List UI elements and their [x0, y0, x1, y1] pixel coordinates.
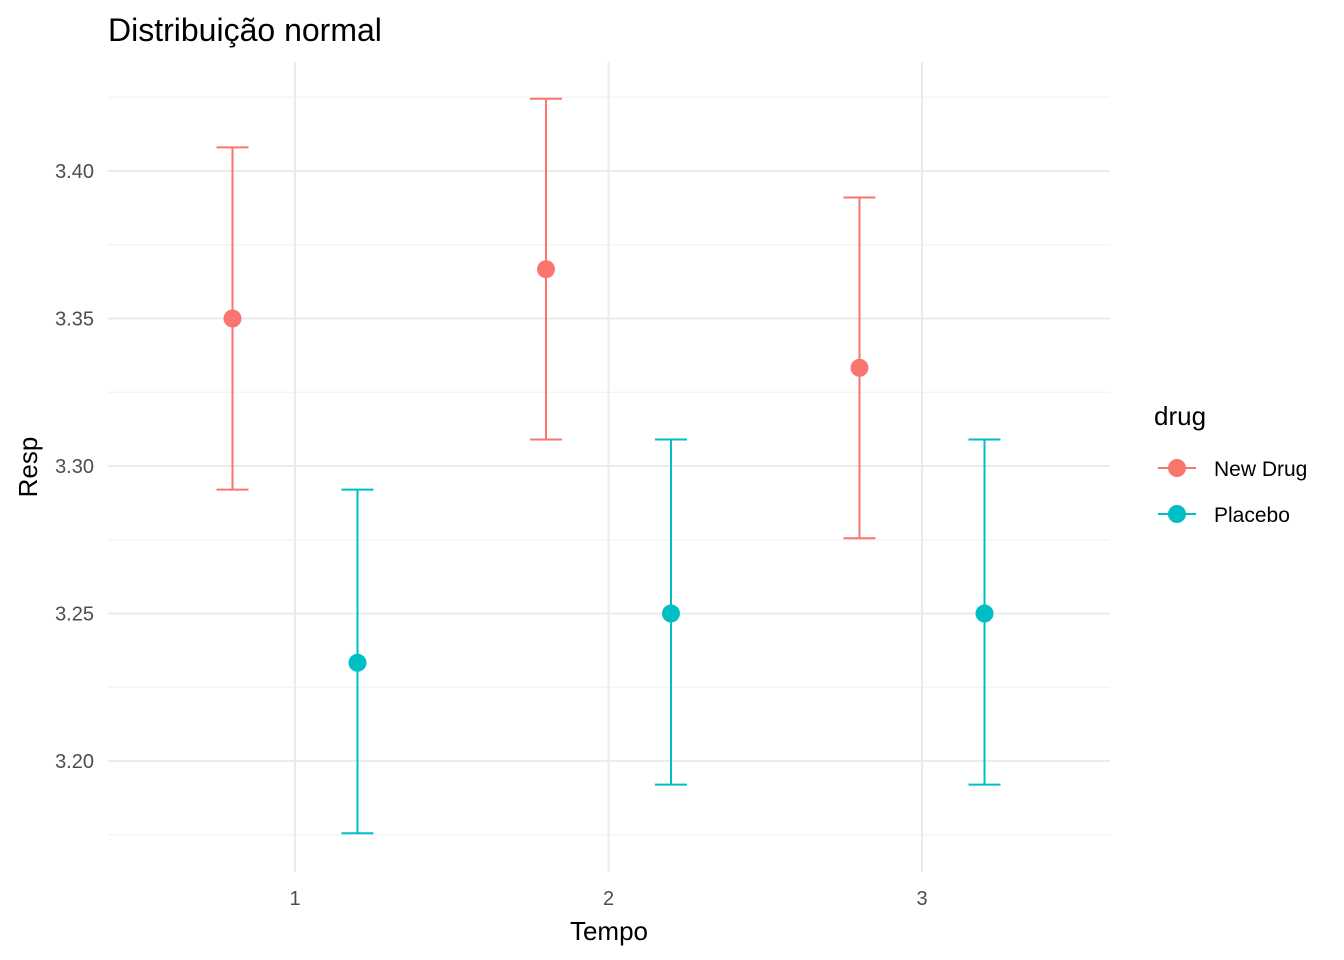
- data-points: [223, 260, 994, 672]
- data-point: [348, 653, 367, 672]
- x-tick-label: 2: [603, 888, 614, 910]
- chart-title: Distribuição normal: [108, 12, 382, 48]
- x-axis-title: Tempo: [570, 916, 648, 946]
- x-tick-label: 1: [289, 888, 300, 910]
- legend-key-point: [1168, 505, 1186, 523]
- data-point: [975, 604, 994, 623]
- y-tick-label: 3.25: [55, 604, 94, 626]
- y-axis-title: Resp: [13, 437, 43, 498]
- legend-label: New Drug: [1214, 458, 1307, 481]
- data-point: [662, 604, 680, 623]
- legend-items: New Drug Placebo: [1158, 458, 1307, 527]
- y-tick-label: 3.20: [55, 751, 94, 773]
- y-tick-label: 3.30: [55, 456, 94, 478]
- legend-item: Placebo: [1158, 504, 1290, 527]
- y-tick-label: 3.40: [55, 161, 94, 183]
- legend: drug New Drug Placebo: [1154, 401, 1307, 527]
- x-tick-label: 3: [916, 888, 927, 910]
- x-axis-ticks: 1 2 3: [289, 888, 927, 910]
- legend-key-point: [1168, 459, 1186, 477]
- data-point: [850, 358, 869, 377]
- legend-title: drug: [1154, 401, 1206, 431]
- data-point: [223, 309, 242, 328]
- legend-label: Placebo: [1214, 504, 1290, 527]
- y-axis-ticks: 3.20 3.25 3.30 3.35 3.40: [55, 161, 94, 773]
- y-tick-label: 3.35: [55, 309, 94, 331]
- grid: [108, 62, 1110, 872]
- data-point: [537, 260, 555, 279]
- legend-item: New Drug: [1158, 458, 1307, 481]
